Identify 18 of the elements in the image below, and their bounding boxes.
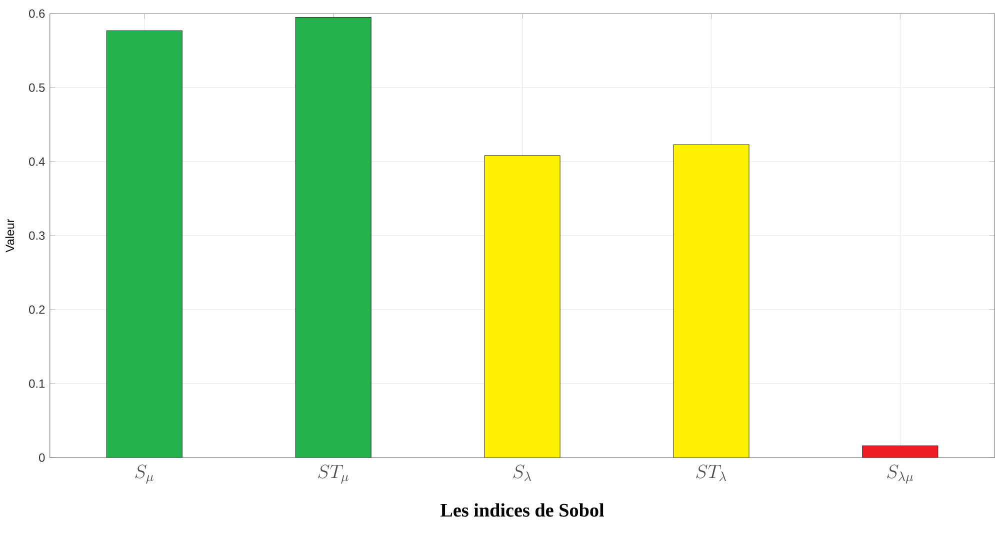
y-axis-title: Valeur — [5, 219, 14, 252]
y-tick-label: 0 — [39, 453, 45, 462]
bar — [484, 156, 560, 458]
bar — [295, 17, 372, 458]
x-tick-label: $S_{\lambda\mu}$ — [887, 464, 914, 484]
y-tick-label: 0.1 — [29, 379, 45, 388]
x-axis-title: Les indices de Sobol — [440, 503, 604, 517]
bar — [106, 30, 182, 458]
x-tick-label: $S_{\mu}$ — [135, 464, 154, 484]
x-tick-label: $S_{\lambda}$ — [513, 464, 532, 482]
y-tick-label: 0.3 — [29, 231, 45, 240]
y-tick-label: 0.6 — [29, 9, 45, 18]
bar — [862, 446, 938, 458]
y-tick-label: 0.4 — [29, 157, 45, 166]
x-tick-label: $ST_{\mu}$ — [318, 464, 348, 484]
y-tick-label: 0.5 — [29, 83, 45, 92]
y-tick-label: 0.2 — [29, 305, 45, 314]
x-tick-label: $ST_{\lambda}$ — [696, 464, 726, 482]
